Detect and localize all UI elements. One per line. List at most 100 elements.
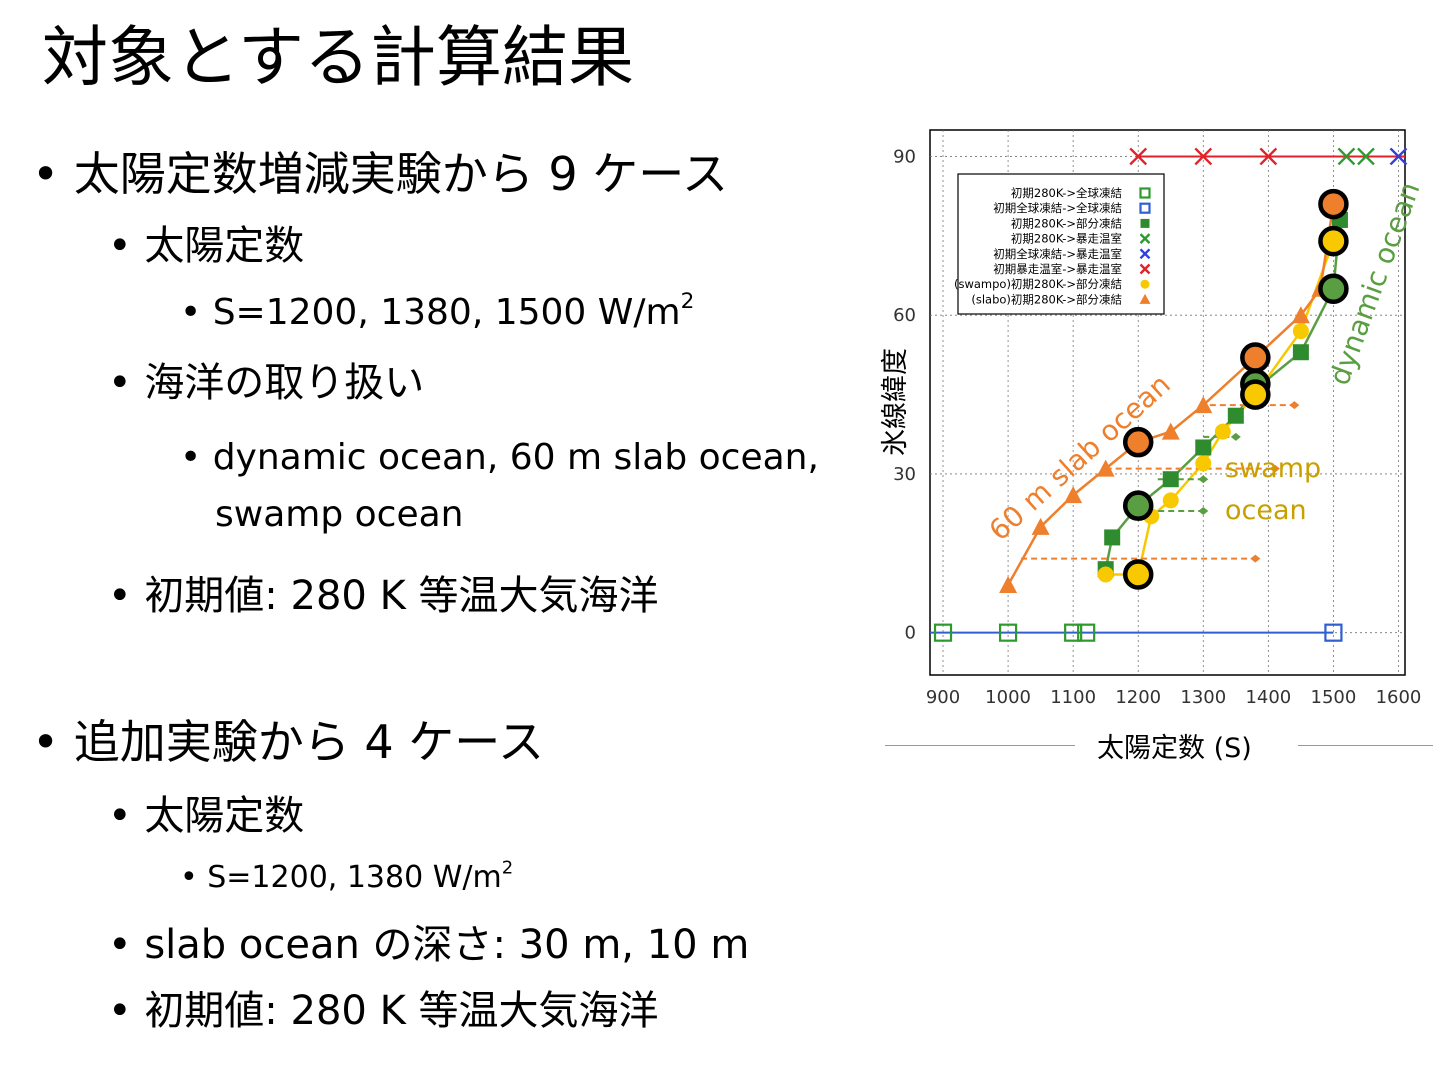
bullet-text: dynamic ocean, 60 m slab ocean,: [212, 437, 819, 478]
bullet-dot: •: [108, 922, 132, 968]
caption-rule-right: [1298, 745, 1433, 746]
data-point: [1195, 439, 1212, 456]
bullet-solar-values: • S=1200, 1380, 1500 W/m2: [180, 288, 695, 333]
data-point: [1096, 459, 1115, 477]
x-tick-label: 1600: [1376, 687, 1422, 708]
bullet-text: 初期値: 280 K 等温大気海洋: [144, 988, 659, 1034]
swamp-label: swamp: [1225, 453, 1321, 484]
legend-marker: [1139, 233, 1151, 244]
bullet-ocean-types-cont: swamp ocean: [215, 494, 464, 535]
data-point: [999, 576, 1018, 594]
highlighted-case-marker: [1240, 342, 1271, 373]
superscript: 2: [680, 288, 695, 314]
data-point: [1077, 623, 1096, 642]
data-point: [1162, 492, 1179, 509]
x-axis-caption: 太陽定数 (S): [1097, 733, 1252, 764]
data-point: [933, 623, 953, 642]
data-point: [1129, 147, 1148, 166]
tick-labels: 900 1000 1100 1200 1300 1400 1500 1600 0 30 60 90: [893, 146, 1421, 708]
bullet-text: 太陽定数: [144, 793, 305, 839]
x-tick-label: 1400: [1245, 687, 1291, 708]
data-point: [1292, 323, 1309, 340]
legend-marker: [1139, 263, 1151, 275]
bullet-dot: •: [180, 437, 202, 478]
highlighted-case-marker: [1122, 559, 1154, 590]
x-tick-label: 1200: [1115, 687, 1161, 708]
slide-title: 対象とする計算結果: [42, 19, 635, 96]
bullet-4-cases: • 追加実験から 4 ケース: [32, 706, 544, 772]
highlighted-case-marker: [1122, 490, 1154, 521]
data-point: [1227, 407, 1244, 424]
legend-label: 初期280K->全球凍結: [1011, 186, 1122, 200]
data-point: [1194, 396, 1213, 414]
legend-label: 初期全球凍結->全球凍結: [993, 201, 1122, 215]
x-tick-label: 900: [926, 687, 960, 708]
data-point: [1195, 455, 1212, 472]
bullet-dot: •: [180, 292, 202, 333]
legend-label: (swampo)初期280K->部分凍結: [954, 277, 1122, 291]
bullet-dot: •: [180, 860, 198, 895]
bullet-slab-depth: • slab ocean の深さ: 30 m, 10 m: [108, 912, 749, 970]
highlighted-case-marker: [1318, 225, 1349, 257]
data-point: [1337, 147, 1356, 166]
bullet-dot: •: [108, 988, 132, 1034]
y-tick-label: 30: [893, 464, 916, 485]
x-tick-label: 1000: [985, 687, 1031, 708]
bullet-text: slab ocean の深さ: 30 m, 10 m: [144, 922, 750, 968]
x-tick-label: 1100: [1050, 687, 1096, 708]
bullet-text: S=1200, 1380 W/m: [207, 860, 502, 895]
bullet-text: 海洋の取り扱い: [144, 360, 425, 406]
hysteresis-diamond: [1230, 432, 1241, 441]
caption-rule-left: [885, 745, 1075, 746]
highlighted-case-marker: [1122, 426, 1154, 458]
highlighted-case-marker: [1318, 273, 1349, 304]
bullet-text: 太陽定数: [144, 223, 305, 269]
bullet-dot: •: [108, 793, 132, 839]
legend-label: 初期280K->部分凍結: [1011, 216, 1122, 230]
data-point: [1097, 566, 1114, 583]
legend-label: 初期暴走温室->暴走温室: [993, 262, 1122, 276]
y-tick-label: 60: [893, 305, 916, 326]
y-tick-label: 0: [905, 623, 916, 644]
bullet-initial-value: • 初期値: 280 K 等温大気海洋: [108, 563, 659, 621]
bullet-dot: •: [32, 715, 60, 769]
legend-marker: [1139, 293, 1151, 304]
data-point: [1161, 422, 1180, 440]
legend-label: 初期全球凍結->暴走温室: [993, 247, 1122, 261]
hysteresis-diamond: [1198, 475, 1209, 484]
legend-marker: [1140, 218, 1150, 228]
highlighted-case-marker: [1318, 188, 1349, 220]
hysteresis-diamond: [1269, 464, 1280, 473]
data-point: [1214, 423, 1231, 440]
data-point: [1064, 486, 1083, 504]
highlighted-cases: [1122, 188, 1349, 590]
hysteresis-diamond: [1289, 401, 1300, 410]
y-tick-label: 90: [893, 146, 916, 167]
data-point: [1259, 147, 1278, 166]
bullet-text: 初期値: 280 K 等温大気海洋: [144, 573, 659, 619]
bullet-text: 追加実験から 4 ケース: [73, 715, 544, 769]
bullet-initial-value-2: • 初期値: 280 K 等温大気海洋: [108, 978, 659, 1036]
data-point: [1389, 147, 1408, 166]
bullet-dot: •: [108, 223, 132, 269]
bullet-9-cases: • 太陽定数増減実験から 9 ケース: [32, 138, 728, 204]
data-point: [1324, 623, 1343, 642]
legend-label: 初期280K->暴走温室: [1011, 232, 1122, 246]
bullet-solar-constant: • 太陽定数: [108, 213, 304, 271]
legend-label: (slabo)初期280K->部分凍結: [971, 292, 1122, 306]
legend-marker: [1139, 248, 1151, 260]
data-point: [1162, 471, 1179, 488]
data-point: [1064, 623, 1083, 642]
data-point: [1104, 529, 1121, 546]
hysteresis-diamond: [1250, 554, 1261, 563]
legend-box: [957, 173, 1165, 315]
legend-marker: [1139, 187, 1151, 199]
y-axis-label: 氷線緯度: [880, 348, 911, 456]
bullet-ocean-types: • dynamic ocean, 60 m slab ocean,: [180, 437, 819, 478]
data-point: [1357, 147, 1375, 166]
data-point: [1194, 147, 1213, 166]
data-point: [998, 623, 1018, 642]
x-tick-label: 1500: [1311, 687, 1357, 708]
legend-marker: [1140, 279, 1150, 289]
ice-line-chart: 900 1000 1100 1200 1300 1400 1500 1600 0 30 60 90 初…: [880, 129, 1427, 708]
